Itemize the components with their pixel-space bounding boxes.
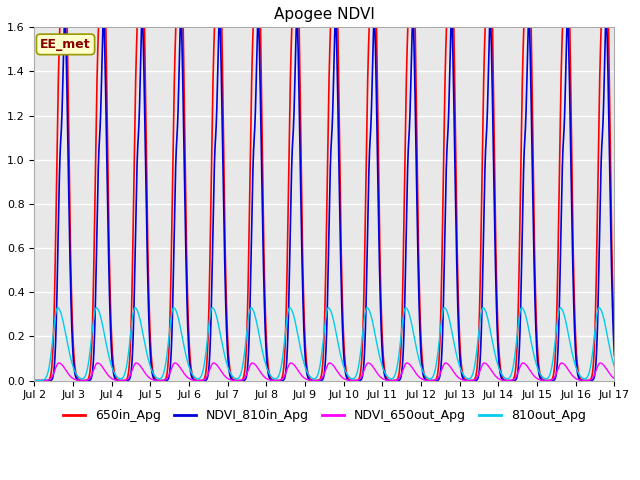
NDVI_810in_Apg bbox=[170, 257, 177, 263]
810out_Apg bbox=[158, 375, 166, 381]
NDVI_810in_Apg bbox=[611, 353, 618, 359]
650in_Apg bbox=[170, 112, 177, 118]
NDVI_810in_Apg bbox=[158, 378, 166, 384]
810out_Apg bbox=[611, 364, 618, 370]
810out_Apg bbox=[170, 305, 177, 311]
NDVI_650out_Apg bbox=[170, 361, 177, 367]
650in_Apg bbox=[337, 248, 345, 254]
NDVI_810in_Apg bbox=[337, 281, 345, 287]
650in_Apg bbox=[49, 347, 57, 353]
Line: NDVI_650out_Apg: NDVI_650out_Apg bbox=[35, 363, 614, 381]
Legend: 650in_Apg, NDVI_810in_Apg, NDVI_650out_Apg, 810out_Apg: 650in_Apg, NDVI_810in_Apg, NDVI_650out_A… bbox=[58, 405, 591, 427]
NDVI_810in_Apg bbox=[49, 374, 57, 380]
650in_Apg bbox=[31, 378, 38, 384]
810out_Apg bbox=[595, 305, 603, 311]
650in_Apg bbox=[533, 341, 541, 347]
NDVI_650out_Apg bbox=[337, 373, 345, 379]
810out_Apg bbox=[49, 335, 57, 340]
Line: 650in_Apg: 650in_Apg bbox=[35, 0, 614, 381]
NDVI_650out_Apg bbox=[94, 360, 102, 366]
Title: Apogee NDVI: Apogee NDVI bbox=[274, 7, 375, 22]
NDVI_810in_Apg bbox=[94, 192, 102, 198]
NDVI_810in_Apg bbox=[216, 12, 223, 17]
Text: EE_met: EE_met bbox=[40, 38, 91, 51]
NDVI_810in_Apg bbox=[533, 355, 541, 361]
650in_Apg bbox=[94, 52, 102, 58]
NDVI_650out_Apg bbox=[611, 376, 618, 382]
NDVI_650out_Apg bbox=[49, 372, 57, 378]
650in_Apg bbox=[611, 338, 618, 344]
NDVI_650out_Apg bbox=[596, 360, 604, 366]
NDVI_650out_Apg bbox=[158, 378, 166, 384]
810out_Apg bbox=[533, 364, 541, 370]
Line: 810out_Apg: 810out_Apg bbox=[35, 308, 614, 381]
NDVI_810in_Apg bbox=[31, 378, 38, 384]
810out_Apg bbox=[337, 355, 345, 360]
810out_Apg bbox=[31, 378, 38, 384]
650in_Apg bbox=[158, 378, 166, 384]
Line: NDVI_810in_Apg: NDVI_810in_Apg bbox=[35, 14, 614, 381]
NDVI_650out_Apg bbox=[533, 376, 541, 382]
810out_Apg bbox=[94, 306, 102, 312]
NDVI_650out_Apg bbox=[31, 378, 38, 384]
